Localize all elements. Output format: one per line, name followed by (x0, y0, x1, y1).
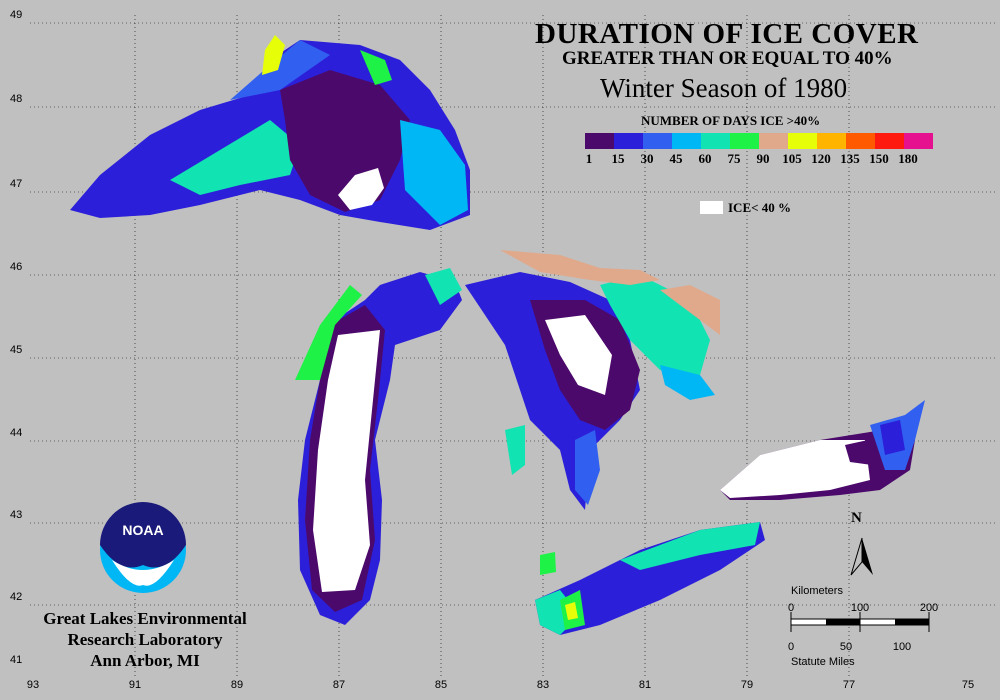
longitude-label-79: 79 (740, 679, 754, 691)
scale-bar (790, 612, 930, 632)
legend-tick-labels: 1 15 30 45 60 75 90 105 120 135 150 180 (575, 151, 945, 167)
latitude-label-45: 45 (10, 344, 23, 356)
legend-tick-60: 60 (698, 151, 712, 166)
legend-tick-45: 45 (669, 151, 683, 166)
legend-swatch-7 (788, 133, 817, 149)
longitude-label-85: 85 (434, 679, 448, 691)
legend-swatch-2 (643, 133, 672, 149)
legend-tick-15: 15 (611, 151, 625, 166)
legend-swatch-11 (904, 133, 933, 149)
longitude-label-77: 77 (842, 679, 856, 691)
legend-tick-30: 30 (640, 151, 654, 166)
map-title: DURATION OF ICE COVER (535, 18, 919, 50)
scale-km-tick-0: 0 (787, 602, 795, 614)
legend-swatch-10 (875, 133, 904, 149)
lake-michigan (295, 268, 462, 625)
org-line-2: Research Laboratory (67, 630, 223, 649)
legend-tick-75: 75 (727, 151, 741, 166)
ice-label: ICE< 40 % (728, 200, 792, 215)
org-line-1: Great Lakes Environmental (43, 609, 247, 628)
latitude-label-46: 46 (10, 261, 23, 273)
longitude-label-75: 75 (961, 679, 975, 691)
longitude-label-91: 91 (128, 679, 142, 691)
scale-mi-title: Statute Miles (791, 656, 855, 668)
longitude-label-81: 81 (638, 679, 652, 691)
noaa-logo-text: NOAA (122, 522, 163, 538)
scale-km-tick-200: 200 (919, 602, 939, 614)
map-subtitle: GREATER THAN OR EQUAL TO 40% (562, 48, 893, 69)
longitude-label-93: 93 (26, 679, 40, 691)
legend-title: NUMBER OF DAYS ICE >40% (641, 113, 821, 128)
ice-swatch (700, 201, 723, 214)
scale-mi-tick-0: 0 (787, 641, 795, 653)
legend-swatch-3 (672, 133, 701, 149)
scale-mi-tick-50: 50 (839, 641, 853, 653)
latitude-label-48: 48 (10, 93, 23, 105)
season-label: Winter Season of 1980 (600, 73, 848, 103)
legend-swatch-9 (846, 133, 875, 149)
org-line-3: Ann Arbor, MI (90, 651, 200, 670)
legend-swatch-1 (614, 133, 643, 149)
north-label: N (851, 510, 862, 526)
legend-tick-1: 1 (585, 151, 593, 166)
latitude-label-47: 47 (10, 178, 23, 190)
legend-tick-150: 150 (869, 151, 889, 166)
legend-color-bar (585, 133, 933, 149)
scale-km-title: Kilometers (791, 585, 843, 597)
latitude-label-44: 44 (10, 427, 23, 439)
legend-swatch-4 (701, 133, 730, 149)
legend-swatch-0 (585, 133, 614, 149)
legend-swatch-5 (730, 133, 759, 149)
legend-tick-90: 90 (756, 151, 770, 166)
scale-km-tick-100: 100 (850, 602, 870, 614)
legend-tick-135: 135 (840, 151, 860, 166)
latitude-label-43: 43 (10, 509, 23, 521)
noaa-logo: NOAA (100, 502, 186, 593)
lake-erie (535, 522, 765, 635)
lake-huron (465, 250, 720, 510)
legend-swatch-8 (817, 133, 846, 149)
legend-tick-120: 120 (811, 151, 831, 166)
lake-ontario (720, 400, 925, 500)
latitude-label-49: 49 (10, 9, 23, 21)
legend-tick-105: 105 (782, 151, 802, 166)
latitude-label-41: 41 (10, 654, 23, 666)
scale-mi-tick-100: 100 (892, 641, 912, 653)
lake-superior (70, 35, 470, 230)
longitude-label-89: 89 (230, 679, 244, 691)
longitude-label-83: 83 (536, 679, 550, 691)
legend-tick-180: 180 (898, 151, 918, 166)
latitude-label-42: 42 (10, 591, 23, 603)
legend-swatch-6 (759, 133, 788, 149)
longitude-label-87: 87 (332, 679, 346, 691)
north-arrow (850, 537, 873, 576)
